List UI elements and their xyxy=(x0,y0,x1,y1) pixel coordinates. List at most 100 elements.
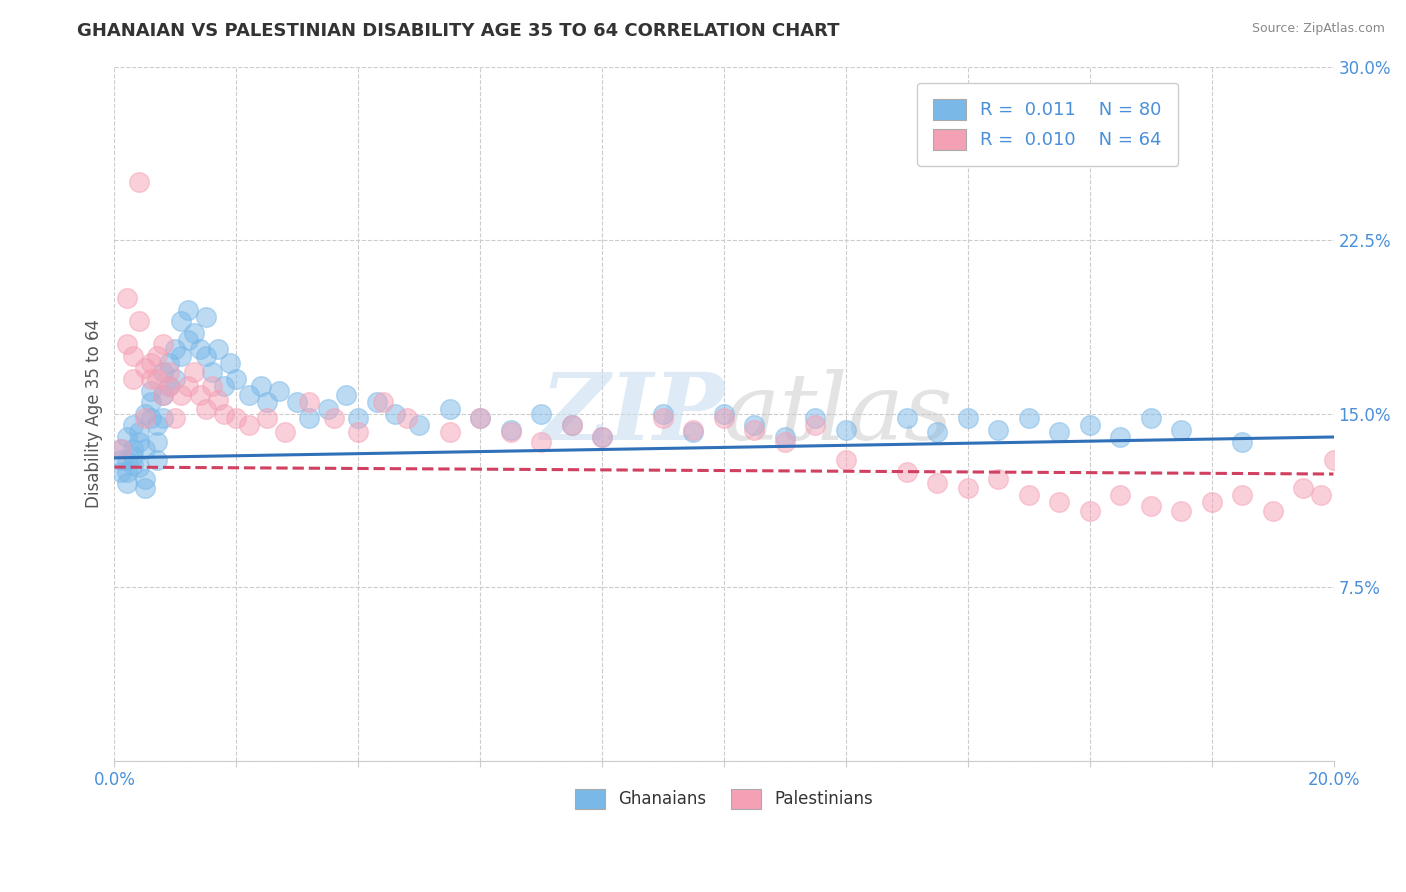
Point xyxy=(1078,504,1101,518)
Y-axis label: Disability Age 35 to 64: Disability Age 35 to 64 xyxy=(86,319,103,508)
Point xyxy=(896,411,918,425)
Point xyxy=(201,379,224,393)
Point xyxy=(115,291,138,305)
Point xyxy=(1322,453,1344,467)
Point xyxy=(121,458,143,472)
Point xyxy=(1109,488,1132,502)
Legend: Ghanaians, Palestinians: Ghanaians, Palestinians xyxy=(568,782,880,815)
Point xyxy=(165,342,187,356)
Point xyxy=(212,407,235,421)
Point xyxy=(115,465,138,479)
Point xyxy=(285,395,308,409)
Point xyxy=(152,388,174,402)
Point xyxy=(238,388,260,402)
Point xyxy=(121,372,143,386)
Point xyxy=(956,481,979,495)
Point xyxy=(157,356,180,370)
Point xyxy=(384,407,406,421)
Point xyxy=(134,472,156,486)
Point xyxy=(139,384,162,398)
Point xyxy=(1201,495,1223,509)
Point xyxy=(439,402,461,417)
Point xyxy=(139,395,162,409)
Point xyxy=(128,425,150,440)
Point xyxy=(212,379,235,393)
Point xyxy=(170,349,193,363)
Point xyxy=(115,430,138,444)
Point xyxy=(987,472,1010,486)
Point xyxy=(744,423,766,437)
Point xyxy=(987,423,1010,437)
Point xyxy=(439,425,461,440)
Point xyxy=(371,395,394,409)
Point xyxy=(201,365,224,379)
Point xyxy=(249,379,271,393)
Point xyxy=(1078,418,1101,433)
Point xyxy=(134,411,156,425)
Point xyxy=(121,449,143,463)
Point xyxy=(146,434,169,449)
Point xyxy=(468,411,491,425)
Point xyxy=(176,302,198,317)
Point xyxy=(408,418,430,433)
Point xyxy=(1261,504,1284,518)
Point xyxy=(561,418,583,433)
Point xyxy=(804,418,827,433)
Point xyxy=(128,434,150,449)
Point xyxy=(134,442,156,456)
Point xyxy=(194,310,217,324)
Point xyxy=(530,407,553,421)
Point xyxy=(121,349,143,363)
Point xyxy=(170,388,193,402)
Point xyxy=(499,423,522,437)
Point xyxy=(1109,430,1132,444)
Point xyxy=(652,411,675,425)
Point xyxy=(1047,495,1070,509)
Point xyxy=(298,411,321,425)
Point xyxy=(591,430,613,444)
Point xyxy=(927,425,949,440)
Text: GHANAIAN VS PALESTINIAN DISABILITY AGE 35 TO 64 CORRELATION CHART: GHANAIAN VS PALESTINIAN DISABILITY AGE 3… xyxy=(77,22,839,40)
Point xyxy=(146,418,169,433)
Point xyxy=(267,384,290,398)
Point xyxy=(157,365,180,379)
Point xyxy=(773,430,796,444)
Point xyxy=(183,326,205,340)
Point xyxy=(835,453,858,467)
Point xyxy=(804,411,827,425)
Point xyxy=(773,434,796,449)
Point xyxy=(115,453,138,467)
Point xyxy=(207,392,229,407)
Point xyxy=(146,372,169,386)
Point xyxy=(170,314,193,328)
Point xyxy=(591,430,613,444)
Point xyxy=(115,476,138,491)
Point xyxy=(152,411,174,425)
Point xyxy=(499,425,522,440)
Text: Source: ZipAtlas.com: Source: ZipAtlas.com xyxy=(1251,22,1385,36)
Point xyxy=(896,465,918,479)
Point xyxy=(713,411,735,425)
Point xyxy=(128,460,150,475)
Point xyxy=(146,349,169,363)
Point xyxy=(1292,481,1315,495)
Point xyxy=(165,372,187,386)
Point xyxy=(176,379,198,393)
Point xyxy=(366,395,388,409)
Point xyxy=(152,388,174,402)
Point xyxy=(146,453,169,467)
Point xyxy=(139,411,162,425)
Point xyxy=(225,372,247,386)
Point xyxy=(128,175,150,189)
Point xyxy=(139,356,162,370)
Point xyxy=(194,402,217,417)
Point xyxy=(110,442,132,456)
Point xyxy=(110,465,132,479)
Point xyxy=(110,453,132,467)
Point xyxy=(238,418,260,433)
Point xyxy=(530,434,553,449)
Point xyxy=(256,411,278,425)
Point xyxy=(347,411,370,425)
Point xyxy=(682,425,704,440)
Point xyxy=(1230,488,1253,502)
